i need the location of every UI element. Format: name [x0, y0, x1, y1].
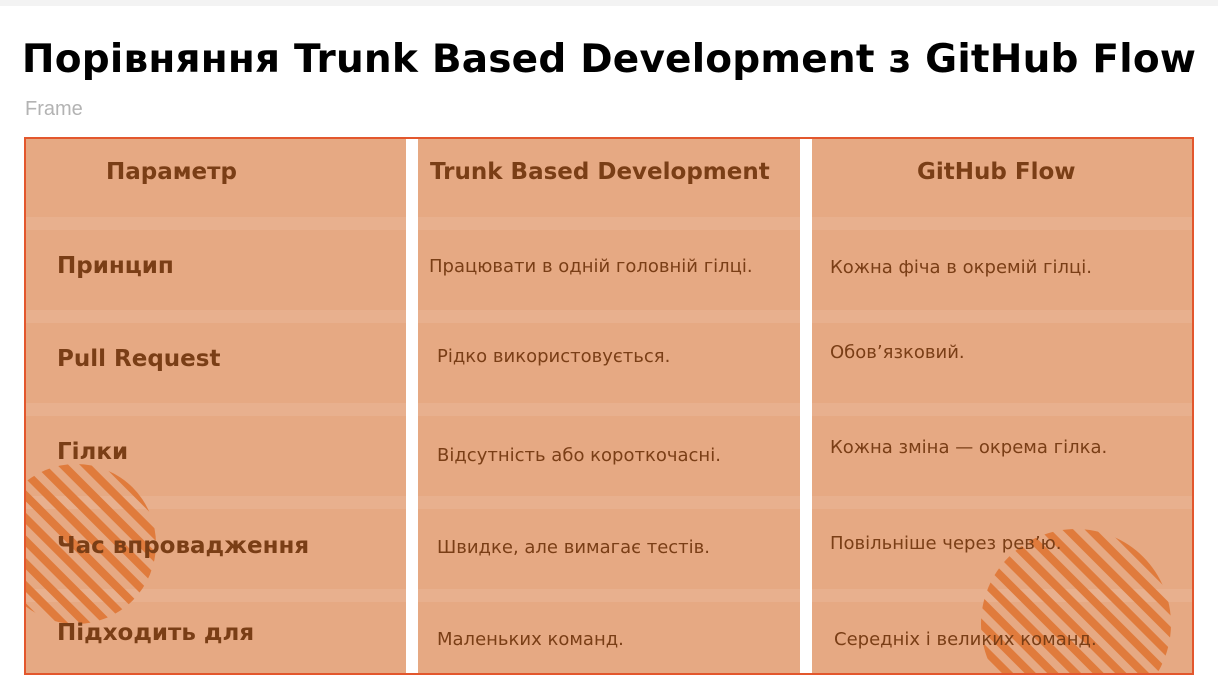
- cell-ghf: Середніх і великих команд.: [834, 629, 1097, 650]
- cell-tbd: Працювати в одній головній гілці.: [429, 256, 753, 277]
- row-label: Гілки: [57, 439, 129, 465]
- row-label: Принцип: [57, 253, 174, 279]
- row-label: Підходить для: [57, 620, 255, 646]
- cell-tbd: Рідко використовується.: [437, 346, 671, 367]
- column-divider: [406, 139, 418, 673]
- cell-ghf: Кожна зміна — окрема гілка.: [830, 437, 1108, 458]
- row-band: [26, 589, 1192, 602]
- cell-ghf: Обов’язковий.: [830, 342, 965, 363]
- header-trunk-based: Trunk Based Development: [430, 159, 770, 185]
- cell-tbd: Відсутність або короткочасні.: [437, 445, 721, 466]
- cell-ghf: Кожна фіча в окремій гілці.: [830, 257, 1092, 278]
- row-band: [26, 217, 1192, 230]
- row-band: [26, 496, 1192, 509]
- frame-label: Frame: [25, 98, 83, 120]
- column-divider: [800, 139, 812, 673]
- row-band: [26, 310, 1192, 323]
- comparison-table: Параметр Trunk Based Development GitHub …: [24, 137, 1194, 675]
- row-label: Pull Request: [57, 346, 221, 372]
- striped-circle-right: [981, 529, 1171, 673]
- cell-ghf: Повільніше через рев’ю.: [830, 533, 1062, 554]
- row-bands: [26, 139, 1192, 673]
- top-bar: [0, 0, 1218, 6]
- row-band: [26, 403, 1192, 416]
- page-title: Порівняння Trunk Based Development з Git…: [21, 37, 1197, 82]
- cell-tbd: Маленьких команд.: [437, 629, 624, 650]
- striped-circle-left: [26, 464, 156, 624]
- header-github-flow: GitHub Flow: [917, 159, 1076, 185]
- cell-tbd: Швидке, але вимагає тестів.: [437, 537, 710, 558]
- header-parameter: Параметр: [106, 159, 237, 185]
- row-label: Час впровадження: [57, 533, 310, 559]
